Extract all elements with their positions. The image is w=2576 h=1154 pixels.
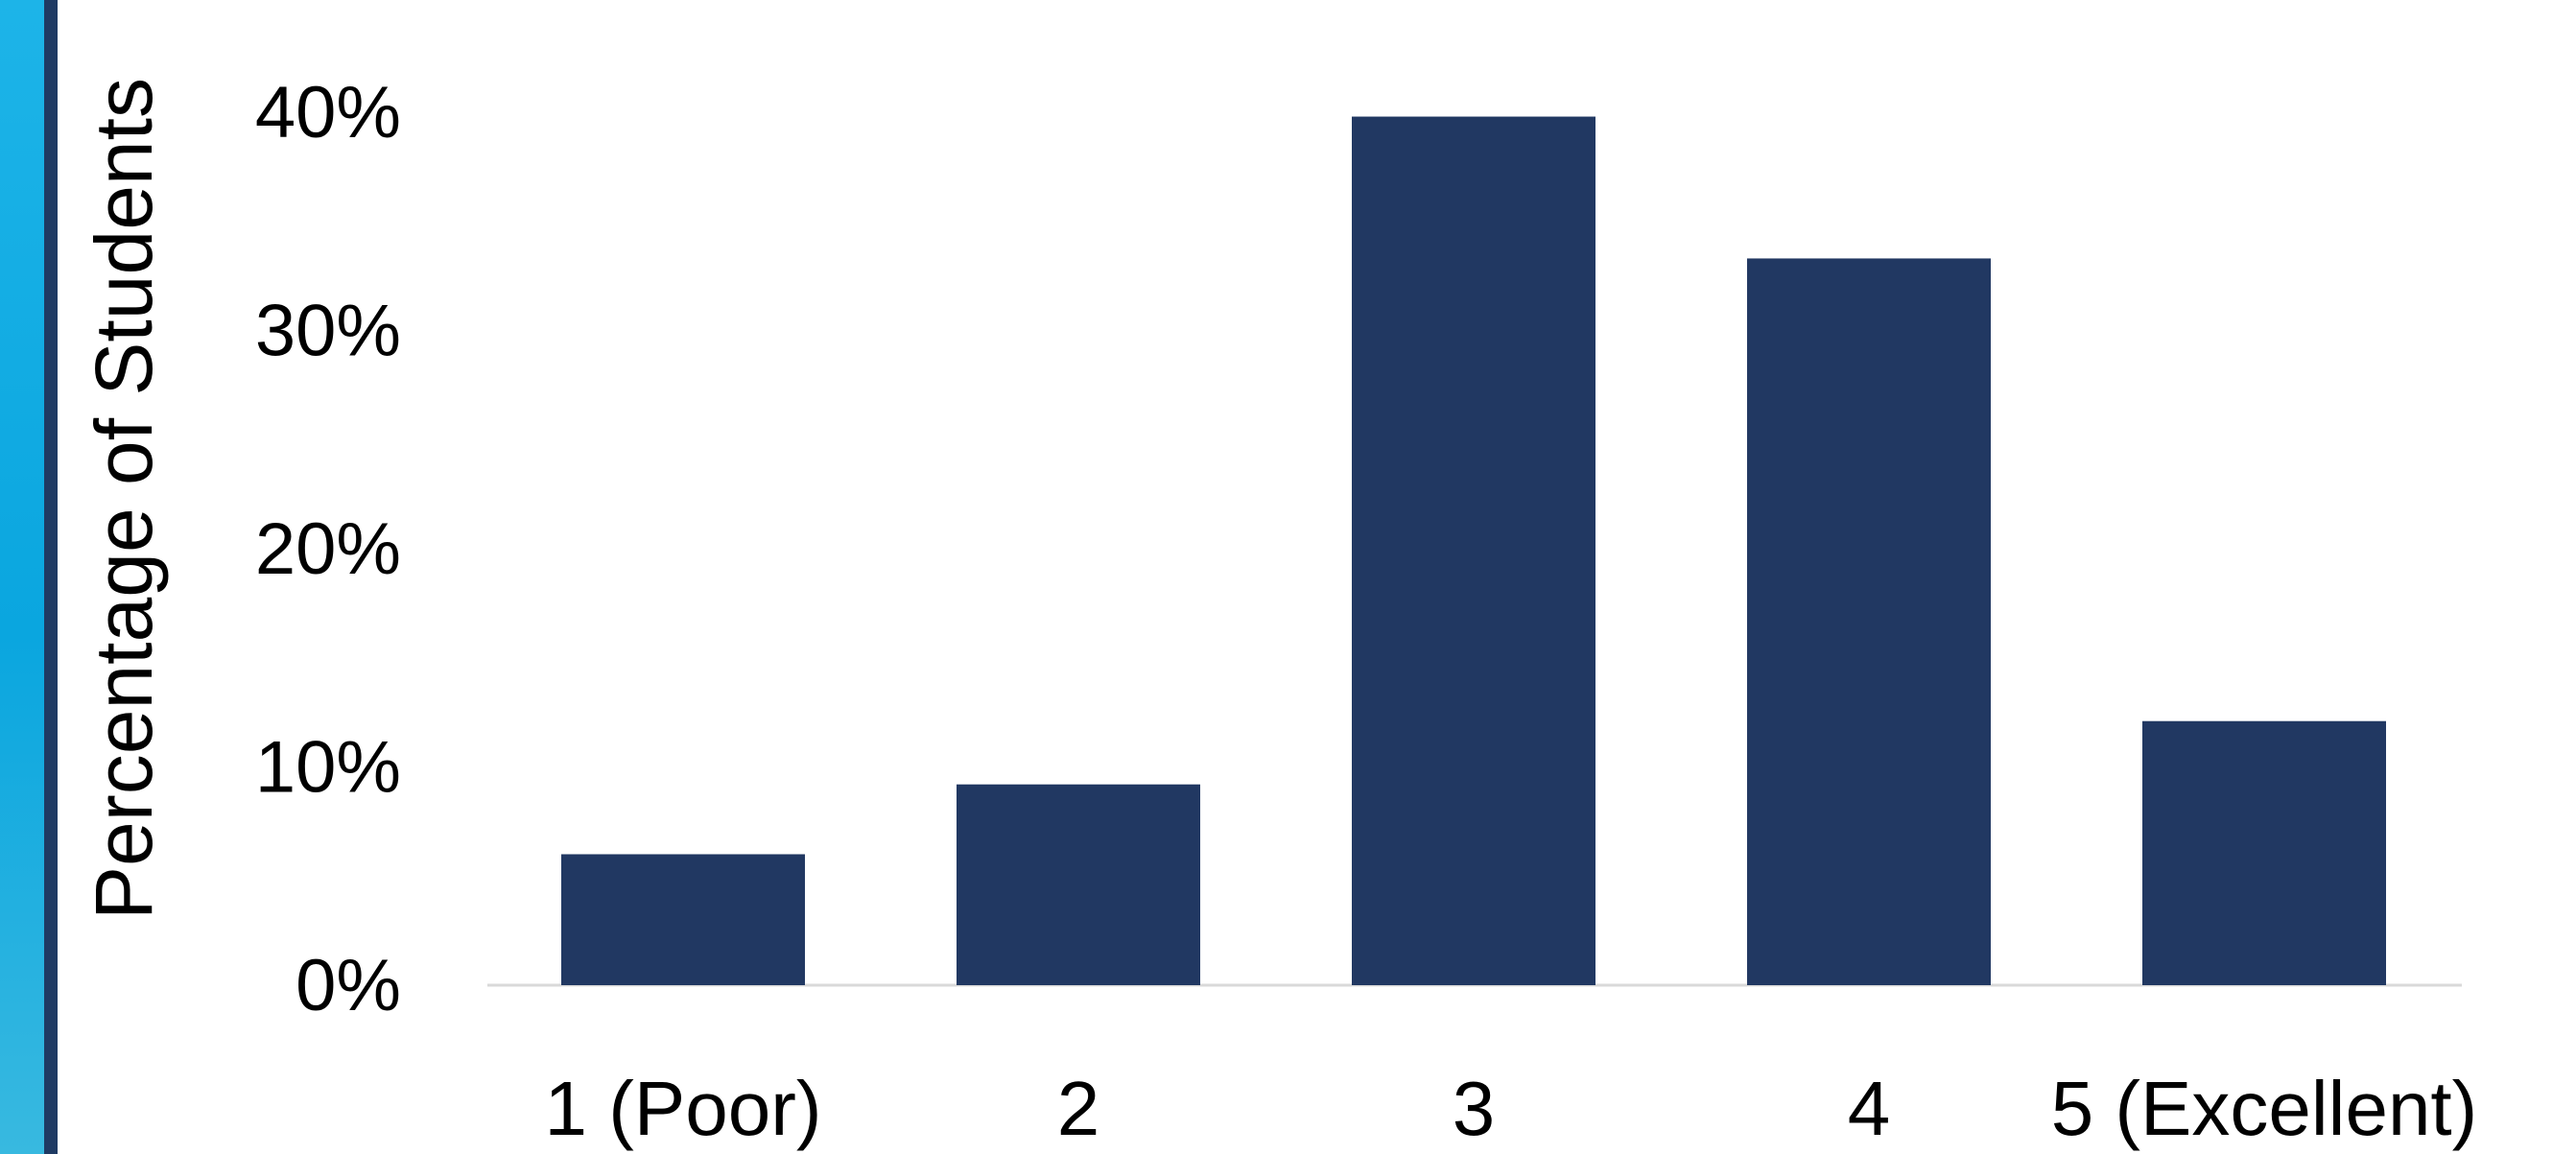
- y-tick-label: 40%: [255, 72, 401, 153]
- bar: [957, 784, 1200, 985]
- bar: [1352, 116, 1595, 986]
- category-label: 5 (Excellent): [2051, 1066, 2478, 1151]
- y-tick-label: 20%: [255, 508, 401, 590]
- bar: [2142, 720, 2386, 985]
- y-tick-label: 0%: [295, 945, 401, 1026]
- category-label: 4: [1848, 1066, 1891, 1151]
- y-tick-labels: 0% 10% 20% 30% 40%: [255, 72, 401, 1026]
- y-axis-title: Percentage of Students: [79, 78, 169, 920]
- bar: [561, 854, 805, 985]
- y-tick-label: 10%: [255, 727, 401, 809]
- bars: [561, 116, 2386, 986]
- accent-stripe: [0, 0, 44, 1154]
- category-labels: 1 (Poor) 2 3 4 5 (Excellent): [545, 1066, 2478, 1151]
- y-tick-label: 30%: [255, 291, 401, 372]
- accent-stripe-edge: [44, 0, 58, 1154]
- bar: [1747, 258, 1991, 985]
- category-label: 3: [1453, 1066, 1496, 1151]
- category-label: 2: [1057, 1066, 1100, 1151]
- category-label: 1 (Poor): [545, 1066, 822, 1151]
